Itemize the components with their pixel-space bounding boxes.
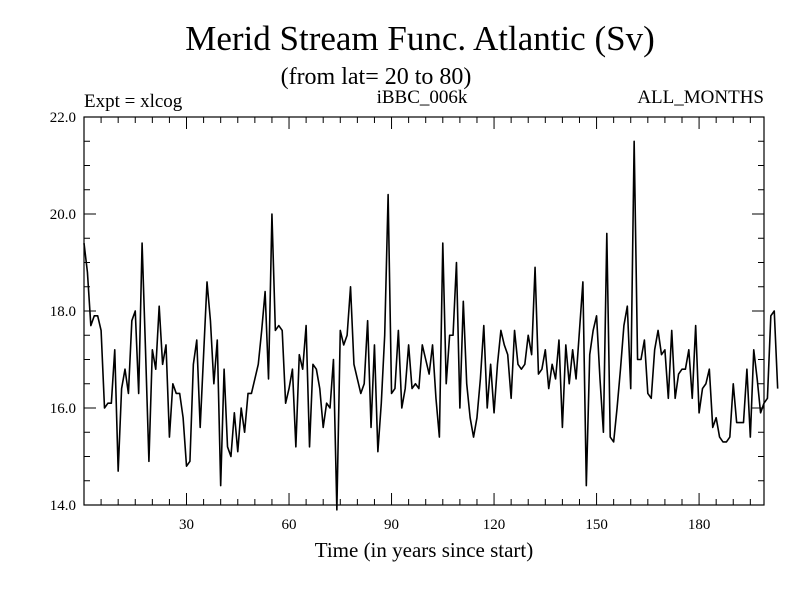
series-line <box>83 140 779 511</box>
y-tick-label: 22.0 <box>50 110 76 126</box>
y-tick-label: 18.0 <box>50 304 76 320</box>
run-label: iBBC_006k <box>377 87 468 108</box>
y-tick-label: 20.0 <box>50 207 76 223</box>
x-tick-label: 30 <box>179 517 194 533</box>
x-axis: 30 60 90 120 150 180 <box>100 117 751 533</box>
x-tick-label: 150 <box>585 517 608 533</box>
experiment-label: Expt = xlcog <box>84 91 183 112</box>
x-tick-label: 90 <box>384 517 399 533</box>
months-label: ALL_MONTHS <box>637 87 764 108</box>
data-points <box>84 141 778 510</box>
x-tick-label: 60 <box>282 517 297 533</box>
x-tick-label: 180 <box>688 517 711 533</box>
y-tick-label: 14.0 <box>50 498 76 514</box>
y-tick-label: 16.0 <box>50 401 76 417</box>
chart-subtitle: (from lat= 20 to 80) <box>281 64 472 90</box>
x-tick-label: 120 <box>483 517 506 533</box>
plot-frame <box>83 116 765 506</box>
y-axis: 14.0 16.0 18.0 20.0 22.0 <box>50 110 764 514</box>
x-axis-label: Time (in years since start) <box>315 538 534 562</box>
chart-title: Merid Stream Func. Atlantic (Sv) <box>185 19 655 58</box>
